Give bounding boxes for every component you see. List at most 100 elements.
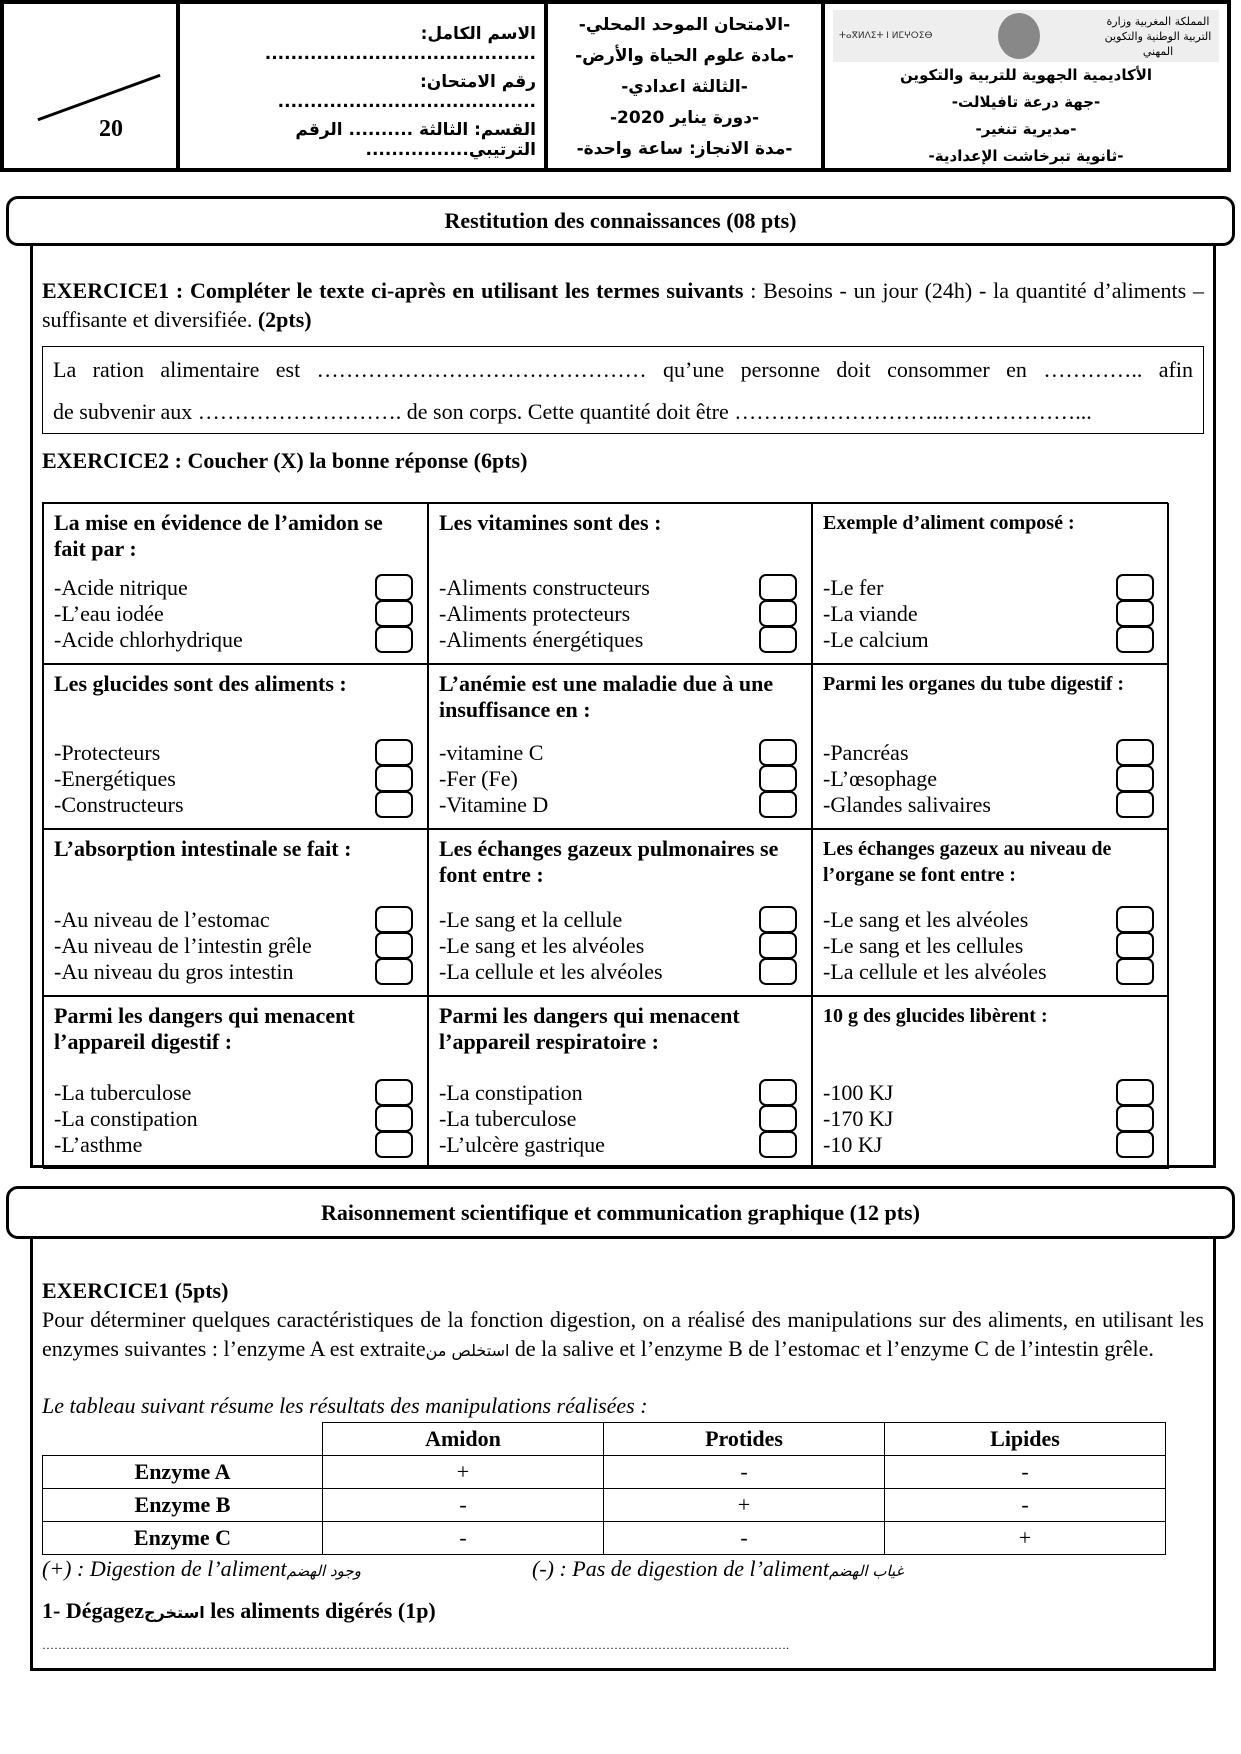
answer-checkbox[interactable] [759, 1105, 797, 1132]
cell: - [322, 1488, 604, 1522]
option-label: -La constipation [439, 1080, 583, 1105]
answer-checkbox[interactable] [1116, 574, 1154, 601]
legend-text: (+) : Digestion de l’aliment [42, 1556, 287, 1581]
ex1-terms: : Besoins - un jour (24h) - la quantité … [42, 278, 1204, 332]
option-label: -La constipation [54, 1106, 198, 1131]
amazigh-text: ⵜⴰⴳⵍⴷⵉⵜ ⵏ ⵍⵎⵖⵔⵉⴱ [839, 31, 933, 41]
answer-checkbox[interactable] [1116, 600, 1154, 627]
answer-checkbox[interactable] [1116, 906, 1154, 933]
q1-text: 1- Dégagez [42, 1598, 145, 1623]
ex1-line[interactable]: La ration alimentaire est ……………………………………… [53, 357, 1193, 382]
answer-checkbox[interactable] [375, 574, 413, 601]
answer-checkbox[interactable] [759, 1131, 797, 1158]
answer-checkbox[interactable] [759, 791, 797, 818]
answer-checkbox[interactable] [1116, 958, 1154, 985]
answer-checkbox[interactable] [1116, 1131, 1154, 1158]
answer-checkbox[interactable] [759, 739, 797, 766]
cell: + [322, 1455, 604, 1489]
option-label: -La cellule et les alvéoles [823, 959, 1047, 984]
question-cell: L’absorption intestinale se fait : -Au ni… [43, 829, 428, 996]
option-label: -Le sang et les alvéoles [823, 907, 1029, 932]
option-label: -100 KJ [823, 1080, 894, 1105]
intro-text: Pour déterminer quelques caractéristique… [42, 1307, 1204, 1361]
answer-checkbox[interactable] [375, 791, 413, 818]
exam-line: -مادة علوم الحياة والأرض- [575, 46, 794, 66]
answer-checkbox[interactable] [375, 1131, 413, 1158]
exam-info: -الامتحان الموحد المحلي- -مادة علوم الحي… [544, 4, 821, 168]
answer-checkbox[interactable] [375, 958, 413, 985]
question-text: Les glucides sont des aliments : [54, 671, 347, 696]
ex1-line[interactable]: de subvenir aux ………………………. de son corps.… [53, 399, 1092, 424]
answer-checkbox[interactable] [375, 1079, 413, 1106]
option-label: -Pancréas [823, 740, 909, 765]
answer-checkbox[interactable] [375, 932, 413, 959]
option-label: -Protecteurs [54, 740, 161, 765]
answer-checkbox[interactable] [1116, 626, 1154, 653]
answer-checkbox[interactable] [1116, 791, 1154, 818]
answer-line[interactable]: …………………………………………………………………………………………………………… [42, 1638, 789, 1652]
answer-checkbox[interactable] [375, 600, 413, 627]
cell: - [884, 1455, 1166, 1489]
part1-title: Restitution des connaissances (08 pts) [6, 196, 1235, 246]
legend-text: (-) : Pas de digestion de l’aliment [532, 1556, 829, 1581]
ministry-logo-text: المملكة المغربية وزارة التربية الوطنية و… [1104, 14, 1212, 58]
answer-checkbox[interactable] [375, 906, 413, 933]
name-field[interactable]: الاسم الكامل: ..........................… [264, 24, 536, 64]
ex2-title: EXERCICE2 : Coucher (X) la bonne réponse… [42, 448, 528, 473]
answer-checkbox[interactable] [759, 932, 797, 959]
score-box: 20 [4, 4, 176, 168]
option-label: -Energétiques [54, 766, 176, 791]
answer-checkbox[interactable] [375, 739, 413, 766]
answer-checkbox[interactable] [759, 1079, 797, 1106]
institution-line: -مديرية تنغير- [975, 120, 1077, 138]
intro-text: de la salive et l’enzyme B de l’estomac … [509, 1336, 1154, 1361]
question-text: Les échanges gazeux pulmonaires se font … [439, 836, 779, 887]
answer-checkbox[interactable] [759, 906, 797, 933]
answer-checkbox[interactable] [759, 765, 797, 792]
institution-line: الأكاديمية الجهوية للتربية والتكوين [899, 66, 1153, 84]
table-row: Enzyme C - - + [42, 1521, 1166, 1555]
option-label: -Vitamine D [439, 792, 549, 817]
option-label: -Le fer [823, 575, 884, 600]
question-text: Parmi les dangers qui menacent l’apparei… [439, 1003, 740, 1054]
student-info: الاسم الكامل: ..........................… [176, 4, 544, 168]
answer-checkbox[interactable] [759, 958, 797, 985]
legend-arabic: وجود الهضم [286, 1562, 361, 1580]
option-label: -L’ulcère gastrique [439, 1132, 605, 1157]
ministry-logo: ⵜⴰⴳⵍⴷⵉⵜ ⵏ ⵍⵎⵖⵔⵉⴱ المملكة المغربية وزارة … [833, 10, 1219, 62]
answer-checkbox[interactable] [759, 600, 797, 627]
option-label: -vitamine C [439, 740, 544, 765]
class-field[interactable]: القسم: الثالثة .......... الرقم الترتيبي… [295, 120, 536, 160]
answer-checkbox[interactable] [375, 1105, 413, 1132]
question-cell: La mise en évidence de l’amidon se fait … [43, 503, 428, 664]
ex1-title: EXERCICE1 : Compléter le texte ci-après … [42, 278, 744, 303]
exam-number-field[interactable]: رقم الامتحان: ..........................… [277, 72, 536, 112]
cell: - [603, 1455, 885, 1489]
question-cell: Parmi les organes du tube digestif : -Pan… [812, 664, 1169, 829]
intro-arabic: استخلص من [425, 1341, 510, 1360]
question-cell: Parmi les dangers qui menacent l’apparei… [43, 996, 428, 1169]
legend-arabic: غياب الهضم [828, 1562, 904, 1580]
table-row: Enzyme B - + - [42, 1488, 1166, 1522]
answer-checkbox[interactable] [1116, 1079, 1154, 1106]
option-label: -Acide nitrique [54, 575, 188, 600]
answer-checkbox[interactable] [759, 574, 797, 601]
option-label: -10 KJ [823, 1132, 883, 1157]
answer-checkbox[interactable] [1116, 765, 1154, 792]
option-label: -Le sang et la cellule [439, 907, 623, 932]
part1-frame [30, 235, 1216, 1168]
option-label: -L’œsophage [823, 766, 938, 791]
answer-checkbox[interactable] [375, 765, 413, 792]
ex1-instructions: EXERCICE1 : Compléter le texte ci-après … [42, 276, 1204, 334]
answer-checkbox[interactable] [759, 626, 797, 653]
row-label: Enzyme C [42, 1521, 323, 1555]
answer-checkbox[interactable] [1116, 739, 1154, 766]
answer-checkbox[interactable] [1116, 1105, 1154, 1132]
part2-title: Raisonnement scientifique et communicati… [6, 1186, 1235, 1239]
question-text: Parmi les organes du tube digestif : [823, 673, 1125, 695]
p2-ex1-intro: Pour déterminer quelques caractéristique… [42, 1305, 1204, 1365]
answer-checkbox[interactable] [375, 626, 413, 653]
answer-checkbox[interactable] [1116, 932, 1154, 959]
legend-minus: (-) : Pas de digestion de l’alimentغياب … [532, 1556, 903, 1582]
question-cell: Exemple d’aliment composé : -Le fer -La vi… [812, 503, 1169, 664]
